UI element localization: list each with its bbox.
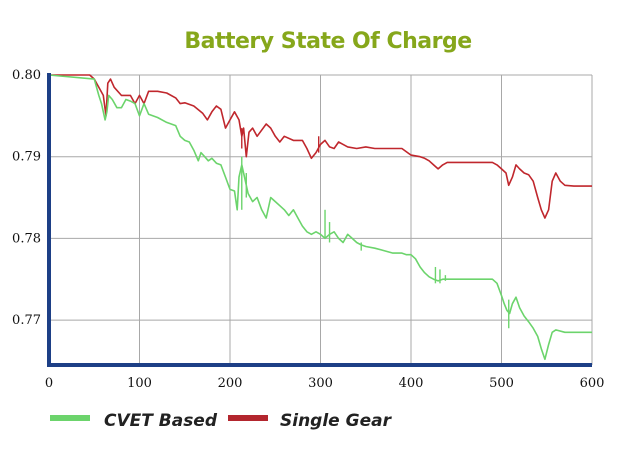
x-tick-label: 400 (399, 376, 424, 391)
axes (47, 73, 592, 367)
y-tick-label: 0.77 (12, 313, 41, 328)
x-tick-label: 600 (580, 376, 605, 391)
legend-swatch-single-gear (228, 415, 268, 421)
legend-label-single-gear: Single Gear (280, 411, 393, 431)
y-tick-labels: 0.80 0.79 0.78 0.77 (12, 68, 41, 328)
x-tick-labels: 0 100 200 300 400 500 600 (45, 376, 605, 391)
y-tick-label: 0.78 (12, 231, 41, 246)
series-line-cvet-based (48, 74, 592, 361)
y-tick-label: 0.79 (12, 150, 41, 165)
grid (48, 74, 593, 365)
chart-title: Battery State Of Charge (184, 29, 471, 54)
legend: CVET Based Single Gear (50, 411, 393, 431)
y-tick-label: 0.80 (12, 68, 41, 83)
series-line-single-gear (49, 74, 592, 219)
series-lines (48, 74, 592, 361)
legend-label-cvet: CVET Based (104, 411, 218, 431)
x-tick-label: 500 (489, 376, 514, 391)
x-tick-label: 300 (308, 376, 333, 391)
x-tick-label: 0 (45, 376, 53, 391)
legend-swatch-cvet (50, 415, 90, 421)
x-tick-label: 200 (218, 376, 243, 391)
x-tick-label: 100 (127, 376, 152, 391)
